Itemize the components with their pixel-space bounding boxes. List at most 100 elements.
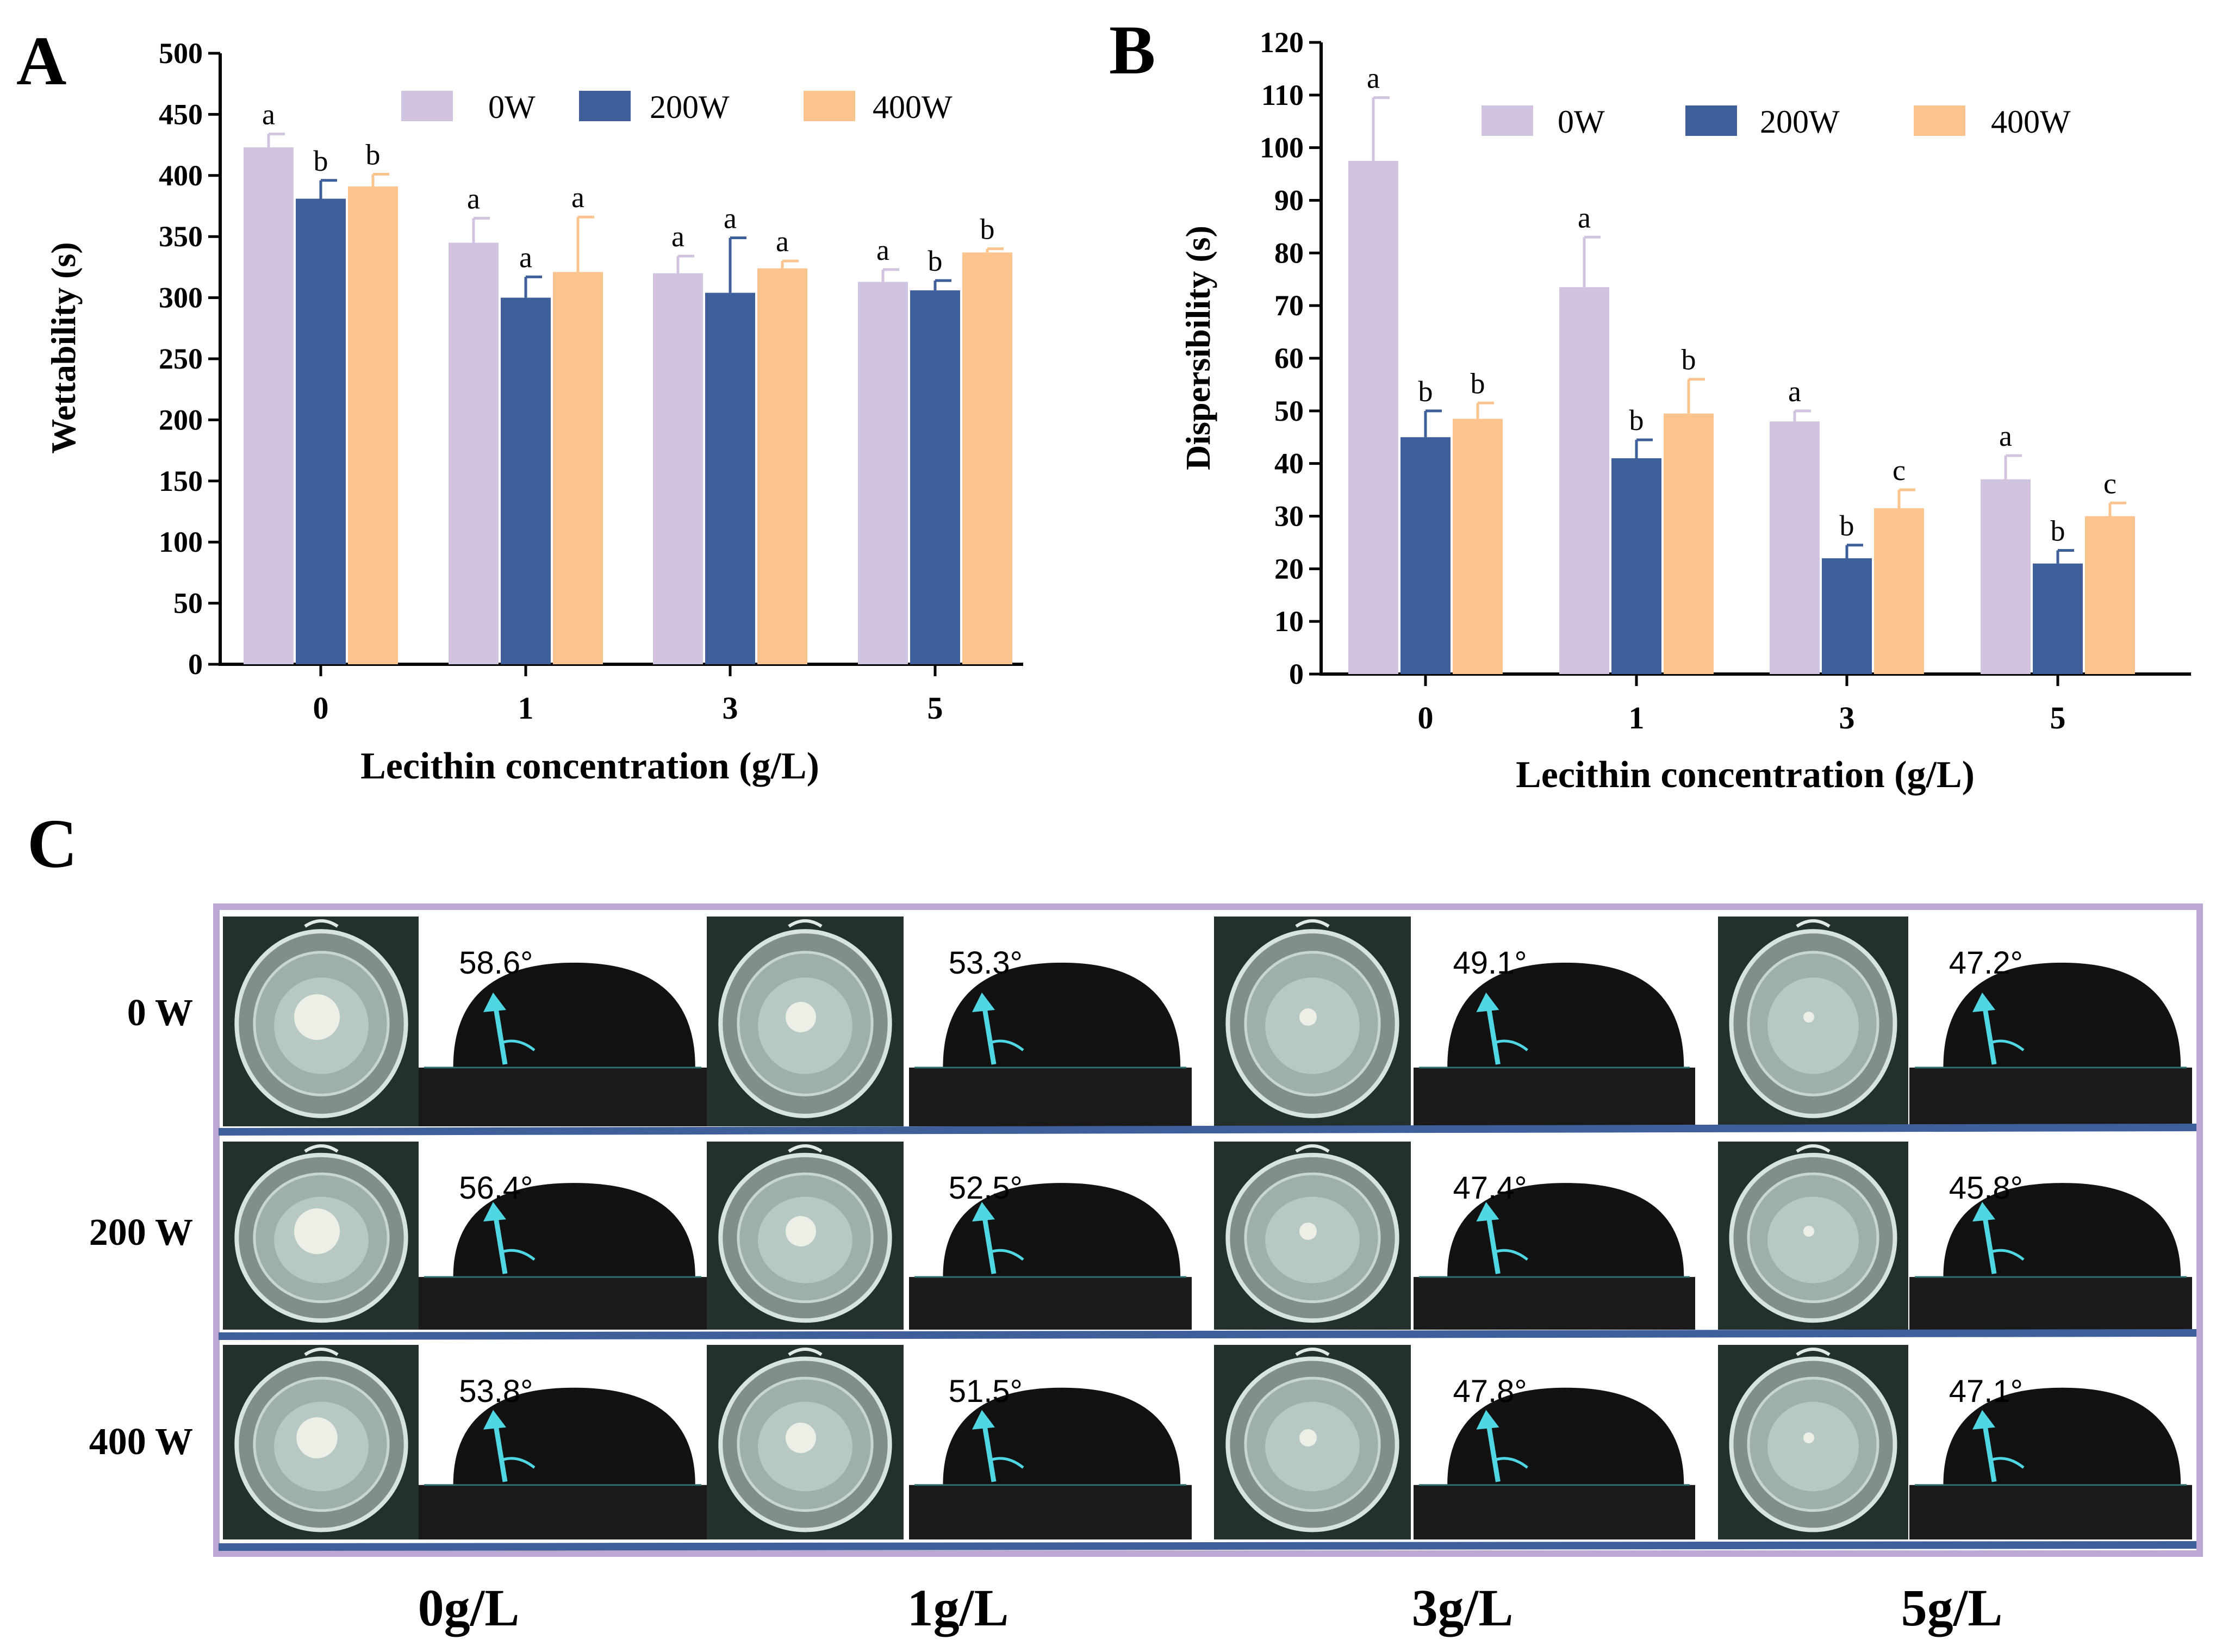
chart-b-xlabel: Lecithin concentration (g/L) [1516, 754, 1975, 796]
x-tick-label: 5 [2050, 700, 2066, 735]
angle-arrow [1982, 1004, 1997, 1065]
y-tick-label: 300 [159, 282, 203, 314]
dish-photo [707, 1345, 904, 1539]
chart-a-ylabel: Wettability (s) [44, 242, 83, 453]
column-label: 3g/L [1412, 1579, 1514, 1637]
contact-angle-value: 49.1° [1453, 945, 1527, 981]
bar-0W-1 [1559, 287, 1609, 674]
chart-b-ylabel: Dispersibility (s) [1179, 226, 1217, 470]
contact-angle-value: 47.4° [1453, 1170, 1527, 1206]
legend-swatch-0W [1482, 105, 1533, 136]
significance-letter: a [1367, 62, 1380, 95]
bar-200W-5 [910, 290, 960, 664]
contact-angle-photo: 58.6° [419, 917, 707, 1126]
bar-400W-0 [348, 186, 398, 665]
contact-angle-photo: 56.4° [419, 1142, 707, 1330]
legend-swatch-400W [804, 91, 855, 121]
column-label: 0g/L [418, 1579, 520, 1637]
contact-angle-panel: C 58.6° 53.3° 49.1° 47.2° 56.4° 52.5° 47.4° 45.… [27, 805, 2203, 1637]
significance-letter: b [2051, 514, 2065, 547]
significance-letter: b [1840, 509, 1854, 542]
legend-swatch-200W [579, 91, 631, 121]
angle-arrow [493, 1422, 508, 1482]
legend-swatch-0W [401, 91, 453, 121]
contact-angle-photo: 47.4° [1414, 1142, 1695, 1330]
significance-letter: b [980, 213, 995, 246]
wettability-chart: A Wettability (s) Lecithin concentration… [16, 22, 1023, 787]
angle-arrow [493, 1213, 508, 1274]
significance-letter: b [366, 139, 381, 171]
bar-200W-0 [1400, 437, 1451, 674]
angle-arrow [493, 1004, 508, 1065]
significance-letter: a [519, 241, 532, 273]
dish-photo [1718, 1142, 1908, 1330]
angle-arrow [1485, 1213, 1501, 1274]
contact-angle-photo: 53.3° [909, 917, 1192, 1126]
bar-400W-5 [962, 252, 1012, 664]
significance-letter: a [724, 202, 737, 234]
bar-200W-3 [705, 292, 755, 664]
x-tick-label: 5 [928, 690, 943, 726]
row-label: 400 W [89, 1421, 193, 1463]
legend-label-200W: 200W [1760, 104, 1840, 140]
y-tick-label: 80 [1274, 236, 1304, 269]
y-tick-label: 50 [1274, 395, 1304, 427]
dish-photo [1214, 917, 1411, 1126]
contact-angle-photo: 47.2° [1909, 917, 2192, 1126]
y-tick-label: 100 [1260, 132, 1304, 164]
angle-arrow [1982, 1213, 1997, 1274]
dish-photo [707, 1142, 904, 1330]
y-tick-label: 30 [1274, 500, 1304, 533]
legend-label-400W: 400W [1991, 104, 2071, 140]
angle-arrow [981, 1213, 997, 1274]
legend-swatch-200W [1685, 105, 1737, 136]
bar-400W-5 [2085, 516, 2135, 674]
significance-letter: a [262, 98, 275, 130]
contact-angle-value: 51.5° [949, 1374, 1023, 1409]
dish-photo [1214, 1142, 1411, 1330]
significance-letter: c [2103, 467, 2117, 500]
bar-200W-5 [2033, 563, 2083, 674]
y-tick-label: 150 [159, 465, 203, 497]
contact-angle-photo: 53.8° [419, 1345, 707, 1539]
bar-200W-1 [501, 297, 551, 664]
y-tick-label: 250 [159, 342, 203, 375]
contact-angle-value: 53.3° [949, 945, 1023, 981]
bar-0W-3 [1770, 421, 1820, 674]
x-tick-label: 0 [1418, 700, 1434, 735]
contact-angle-value: 56.4° [459, 1170, 533, 1206]
y-tick-label: 450 [159, 98, 203, 130]
bar-0W-3 [653, 273, 703, 664]
bar-0W-0 [1348, 160, 1398, 674]
bar-400W-1 [1664, 413, 1714, 674]
y-tick-label: 0 [188, 648, 203, 681]
bar-0W-5 [1981, 479, 2031, 674]
legend-label-200W: 200W [650, 89, 730, 125]
panel-label-a: A [16, 22, 66, 99]
dish-photo [1718, 1345, 1908, 1539]
significance-letter: b [928, 245, 943, 277]
y-tick-label: 120 [1260, 26, 1304, 59]
bar-200W-1 [1611, 458, 1661, 674]
dish-photo [223, 1142, 420, 1330]
contact-angle-photo: 47.8° [1414, 1345, 1695, 1539]
significance-letter: b [1418, 375, 1433, 408]
dish-photo [223, 917, 420, 1126]
y-tick-label: 400 [159, 159, 203, 192]
dish-photo [1214, 1345, 1411, 1539]
y-tick-label: 40 [1274, 447, 1304, 480]
panel-label-c: C [27, 805, 77, 882]
significance-letter: b [1682, 344, 1696, 376]
column-label: 5g/L [1901, 1579, 2003, 1637]
contact-angle-value: 58.6° [459, 945, 533, 981]
significance-letter: b [1471, 367, 1485, 400]
dish-photo [1718, 917, 1908, 1126]
significance-letter: a [467, 182, 480, 215]
significance-letter: a [571, 181, 584, 214]
row-label: 0 W [127, 992, 193, 1034]
y-tick-label: 70 [1274, 289, 1304, 322]
bar-400W-1 [553, 272, 603, 665]
angle-arrow [1485, 1422, 1501, 1482]
significance-letter: a [1788, 375, 1801, 408]
